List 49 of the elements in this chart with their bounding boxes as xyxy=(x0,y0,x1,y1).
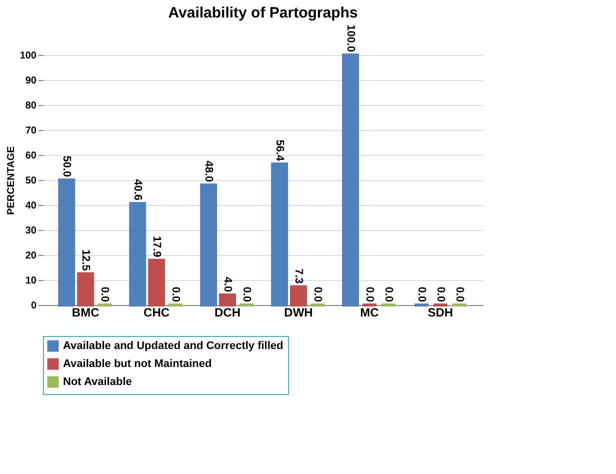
bar xyxy=(77,272,94,306)
bar xyxy=(271,162,288,306)
bar xyxy=(58,178,76,306)
x-tick-label: CHC xyxy=(144,306,170,320)
data-label: 50.0 xyxy=(60,156,73,177)
y-tick-label: 100 xyxy=(20,50,37,62)
y-tick-label: 80 xyxy=(25,100,37,112)
y-tick-label: 0 xyxy=(30,300,37,312)
bar xyxy=(290,285,307,306)
x-tick-label: MC xyxy=(360,306,380,320)
data-label: 17.9 xyxy=(150,236,163,258)
y-tick-label: 10 xyxy=(25,276,37,286)
legend-label: Not Available xyxy=(63,376,132,388)
data-label: 0.0 xyxy=(415,286,428,302)
y-tick-label: 20 xyxy=(25,250,37,262)
data-label: 12.5 xyxy=(80,249,92,271)
chart-title: Availability of Partographs xyxy=(168,4,358,22)
bar xyxy=(342,54,360,306)
data-label: 100.0 xyxy=(344,24,357,52)
bar xyxy=(200,184,218,306)
data-label: 7.3 xyxy=(292,268,304,284)
y-tick-label: 70 xyxy=(25,126,37,136)
y-tick-label: 50 xyxy=(25,176,37,186)
bar xyxy=(129,202,146,306)
data-label: 40.6 xyxy=(132,179,144,200)
data-label: 0.0 xyxy=(98,286,111,302)
data-label: 0.0 xyxy=(240,286,252,302)
bar xyxy=(219,294,236,306)
data-label: 0.0 xyxy=(363,286,376,302)
bar xyxy=(148,258,166,306)
data-label: 0.0 xyxy=(453,286,466,302)
legend-label: Available and Updated and Correctly filled xyxy=(63,340,284,352)
data-label: 56.4 xyxy=(274,140,286,162)
x-tick-label: SDH xyxy=(428,306,454,320)
data-label: 48.0 xyxy=(202,160,215,182)
y-axis-title: PERCENTAGE xyxy=(6,146,17,215)
y-tick-label: 90 xyxy=(25,76,37,86)
legend-label: Available but not Maintained xyxy=(63,358,212,370)
data-label: 0.0 xyxy=(169,286,182,302)
y-tick-label: 40 xyxy=(25,200,37,212)
data-label: 0.0 xyxy=(382,286,394,302)
x-tick-label: DCH xyxy=(214,306,241,320)
data-label: 0.0 xyxy=(434,286,446,302)
x-tick-label: DWH xyxy=(284,306,313,320)
y-tick-label: 60 xyxy=(25,150,37,162)
x-tick-label: BMC xyxy=(72,306,100,320)
data-label: 4.0 xyxy=(222,276,234,292)
y-tick-label: 30 xyxy=(25,226,37,236)
data-label: 0.0 xyxy=(311,286,324,302)
